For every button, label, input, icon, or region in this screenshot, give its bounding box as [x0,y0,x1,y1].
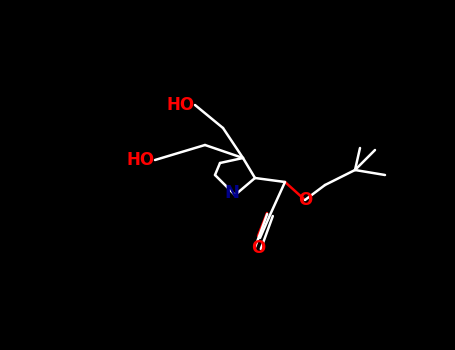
Text: N: N [224,184,239,202]
Text: HO: HO [127,151,155,169]
Text: O: O [251,239,265,257]
Text: HO: HO [167,96,195,114]
Text: O: O [298,191,312,209]
